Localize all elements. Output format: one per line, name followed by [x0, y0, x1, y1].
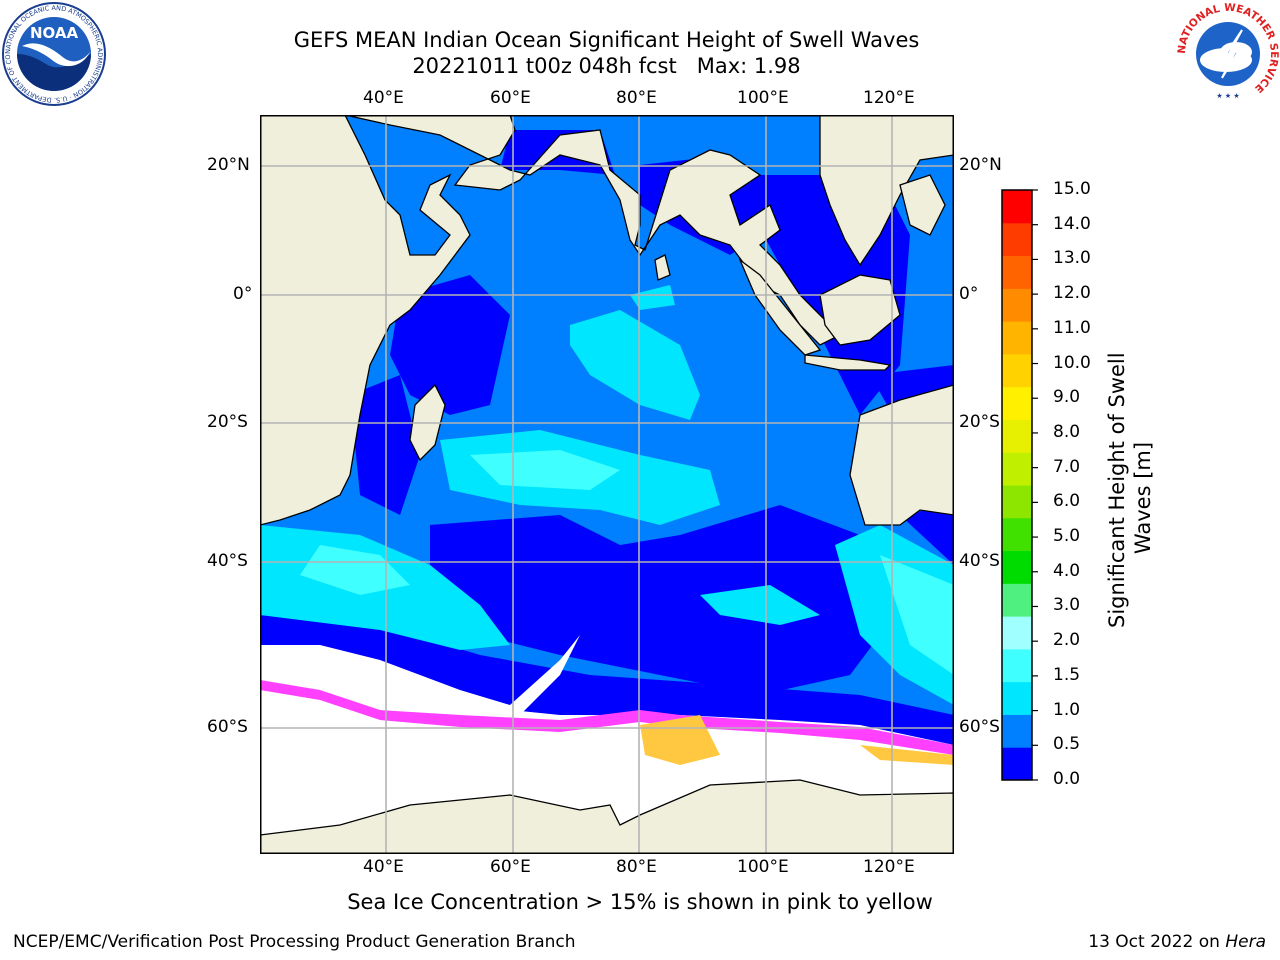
lon-label-top: 120°E	[863, 88, 915, 108]
svg-text:★ ★ ★: ★ ★ ★	[1216, 92, 1239, 100]
colorbar-label: 1.5	[1053, 664, 1081, 685]
footer-machine: Hera	[1225, 932, 1266, 952]
footer-date: 13 Oct 2022 on Hera	[1088, 932, 1266, 952]
borneo-java-landmass	[819, 274, 901, 346]
lat-label-left: 40°S	[207, 551, 248, 571]
low-swell-region	[900, 505, 954, 565]
colorbar-title: Significant Height of Swell Waves [m]	[1104, 352, 1156, 628]
footer-branch: NCEP/EMC/Verification Post Processing Pr…	[13, 932, 576, 952]
colorbar-segment	[1002, 714, 1032, 748]
high-swell-region	[880, 555, 954, 675]
colorbar-segment	[1002, 485, 1032, 519]
colorbar-segment	[1002, 517, 1032, 552]
colorbar-label: 4.0	[1053, 560, 1081, 581]
colorbar-title-line1: Significant Height of Swell	[1105, 352, 1129, 628]
noaa-logo: NATIONAL OCEANIC AND ATMOSPHERIC ADMINIS…	[2, 2, 106, 106]
high-swell-region	[300, 545, 410, 595]
footer-date-text: 13 Oct 2022 on	[1088, 932, 1226, 952]
australia-landmass	[849, 384, 954, 526]
colorbar-segment	[1002, 321, 1032, 355]
high-swell-region	[470, 450, 620, 490]
white-ice-edge	[260, 635, 580, 715]
low-swell-region	[350, 375, 420, 515]
colorbar-label: 1.0	[1053, 699, 1081, 720]
lon-label-top: 60°E	[490, 88, 531, 108]
sea-ice-pink-band	[260, 680, 954, 755]
colorbar-label: 12.0	[1053, 283, 1091, 304]
lat-label-right: 20°S	[959, 412, 1000, 432]
lat-label-left: 0°	[233, 284, 253, 304]
colorbar-label: 11.0	[1053, 317, 1091, 338]
colorbar-segment	[1002, 255, 1032, 289]
colorbar-segment	[1002, 747, 1032, 781]
sri-lanka	[654, 254, 671, 281]
chart-title: GEFS MEAN Indian Ocean Significant Heigh…	[293, 28, 920, 52]
low-swell-region	[430, 505, 880, 695]
mid-swell-region	[630, 285, 675, 310]
antarctica-landmass	[260, 779, 954, 854]
arabia-india-landmass	[344, 115, 842, 346]
svg-text:NOAA: NOAA	[30, 24, 79, 42]
colorbar-label: 7.0	[1053, 456, 1081, 477]
lat-label-left: 20°S	[207, 412, 248, 432]
lat-label-left: 20°N	[207, 155, 250, 175]
chart-subtitle: 20221011 t00z 048h fcst Max: 1.98	[412, 54, 801, 78]
map-frame	[260, 115, 954, 854]
mid-swell-region	[835, 525, 954, 705]
java-island	[804, 354, 892, 371]
colorbar-segment	[1002, 386, 1032, 420]
colorbar-segment	[1002, 353, 1032, 388]
colorbar-segment	[1002, 616, 1032, 650]
lat-label-right: 60°S	[959, 717, 1000, 737]
colorbar-segment	[1002, 681, 1032, 715]
colorbar-segment	[1002, 222, 1032, 257]
colorbar-label: 14.0	[1053, 213, 1091, 234]
philippines-islands	[899, 174, 946, 236]
colorbar-segment	[1002, 648, 1032, 683]
colorbar-segment	[1002, 452, 1032, 486]
lon-label-top: 100°E	[737, 88, 789, 108]
colorbar-segment	[1002, 190, 1032, 224]
lon-label-bottom: 40°E	[363, 857, 404, 877]
lon-label-bottom: 120°E	[863, 857, 915, 877]
nws-logo: NATIONAL WEATHER SERVICE ★ ★ ★	[1176, 2, 1280, 104]
southeast-asia-landmass	[819, 115, 954, 267]
colorbar-frame	[1001, 189, 1033, 781]
colorbar-label: 5.0	[1053, 526, 1081, 547]
colorbar-label: 8.0	[1053, 421, 1081, 442]
low-swell-region	[390, 275, 510, 415]
colorbar-label: 15.0	[1053, 179, 1091, 199]
colorbar-label: 3.0	[1053, 595, 1081, 616]
lon-label-bottom: 80°E	[616, 857, 657, 877]
colorbar-segment	[1002, 583, 1032, 617]
map-panel	[260, 115, 954, 854]
colorbar-segment	[1002, 419, 1032, 453]
colorbar-segment	[1002, 550, 1032, 584]
colorbar-segment	[1002, 288, 1032, 322]
lat-label-right: 0°	[959, 284, 979, 304]
lon-label-top: 40°E	[363, 88, 404, 108]
colorbar-label: 9.0	[1053, 387, 1081, 408]
colorbar-title-line2: Waves [m]	[1131, 441, 1155, 555]
lon-label-bottom: 100°E	[737, 857, 789, 877]
sea-ice-yellow-patch	[860, 745, 954, 765]
lat-label-right: 20°N	[959, 155, 1002, 175]
lat-label-left: 60°S	[207, 717, 248, 737]
colorbar-label: 6.0	[1053, 491, 1081, 512]
mid-swell-region	[700, 585, 820, 625]
mid-swell-region	[570, 310, 700, 420]
lat-label-right: 40°S	[959, 551, 1000, 571]
colorbar-label: 0.5	[1053, 734, 1081, 755]
colorbar-label: 10.0	[1053, 352, 1091, 373]
lon-label-bottom: 60°E	[490, 857, 531, 877]
colorbar-label: 0.0	[1053, 769, 1081, 789]
colorbar	[1001, 189, 1038, 781]
lon-label-top: 80°E	[616, 88, 657, 108]
colorbar-label: 13.0	[1053, 248, 1091, 269]
sea-ice-caption: Sea Ice Concentration > 15% is shown in …	[347, 890, 933, 914]
colorbar-label: 2.0	[1053, 630, 1081, 651]
